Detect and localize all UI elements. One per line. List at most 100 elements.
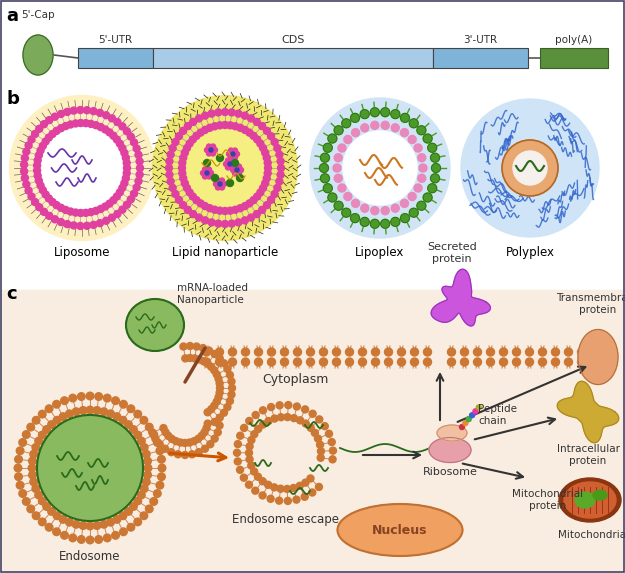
Circle shape — [381, 121, 389, 129]
Circle shape — [297, 417, 304, 424]
Circle shape — [206, 205, 213, 211]
Circle shape — [419, 164, 427, 172]
Ellipse shape — [338, 504, 462, 556]
Circle shape — [231, 152, 235, 156]
Circle shape — [205, 171, 209, 175]
Circle shape — [78, 536, 85, 543]
Circle shape — [228, 162, 232, 166]
Circle shape — [604, 348, 611, 356]
Circle shape — [391, 109, 400, 119]
Circle shape — [102, 112, 109, 119]
Circle shape — [199, 344, 206, 352]
Circle shape — [417, 201, 426, 210]
Circle shape — [231, 167, 236, 172]
Circle shape — [216, 380, 223, 387]
Circle shape — [202, 174, 208, 179]
Circle shape — [21, 155, 28, 162]
Circle shape — [564, 348, 572, 356]
Circle shape — [16, 394, 164, 542]
Circle shape — [28, 193, 35, 200]
Circle shape — [214, 429, 221, 436]
Circle shape — [253, 211, 260, 218]
Circle shape — [150, 431, 158, 438]
Circle shape — [306, 348, 314, 356]
Circle shape — [334, 201, 343, 210]
Circle shape — [246, 443, 253, 450]
Circle shape — [112, 532, 119, 539]
Circle shape — [136, 158, 143, 165]
Circle shape — [342, 119, 351, 128]
Circle shape — [424, 358, 431, 366]
Circle shape — [526, 348, 534, 356]
Circle shape — [359, 348, 366, 356]
Circle shape — [21, 174, 28, 182]
Circle shape — [259, 492, 266, 499]
Circle shape — [578, 358, 586, 366]
Circle shape — [35, 437, 42, 445]
Circle shape — [398, 358, 406, 366]
Circle shape — [211, 123, 218, 129]
Circle shape — [176, 197, 182, 203]
Circle shape — [218, 182, 222, 186]
Circle shape — [207, 441, 214, 448]
Circle shape — [321, 153, 329, 162]
Circle shape — [317, 454, 324, 461]
Circle shape — [211, 151, 216, 156]
Circle shape — [371, 358, 379, 366]
Circle shape — [263, 175, 270, 182]
Circle shape — [214, 182, 219, 186]
Text: mRNA-loaded
Nanoparticle: mRNA-loaded Nanoparticle — [177, 283, 248, 305]
Circle shape — [179, 164, 186, 171]
Circle shape — [391, 217, 400, 226]
Circle shape — [206, 167, 211, 172]
Circle shape — [294, 358, 301, 366]
Circle shape — [234, 151, 239, 156]
Circle shape — [158, 464, 166, 472]
Circle shape — [102, 203, 109, 210]
Circle shape — [190, 211, 197, 218]
Circle shape — [351, 113, 359, 123]
Circle shape — [202, 348, 211, 356]
Circle shape — [211, 402, 217, 409]
Circle shape — [37, 182, 44, 189]
Circle shape — [134, 431, 141, 439]
Circle shape — [201, 127, 209, 134]
Text: Lipid nanoparticle: Lipid nanoparticle — [172, 246, 278, 259]
Circle shape — [119, 123, 126, 130]
Circle shape — [135, 178, 142, 185]
Text: Polyplex: Polyplex — [506, 246, 554, 259]
Circle shape — [154, 490, 161, 497]
Circle shape — [204, 159, 211, 167]
Circle shape — [213, 147, 218, 152]
Circle shape — [241, 348, 249, 356]
Circle shape — [186, 189, 193, 196]
Circle shape — [326, 430, 332, 437]
Circle shape — [428, 184, 437, 193]
Circle shape — [360, 109, 369, 119]
Circle shape — [302, 479, 309, 486]
Circle shape — [239, 167, 244, 172]
Circle shape — [248, 462, 255, 469]
Circle shape — [34, 172, 41, 179]
Text: Lipoplex: Lipoplex — [355, 246, 405, 259]
Circle shape — [291, 415, 298, 422]
Circle shape — [28, 464, 36, 472]
Circle shape — [34, 157, 41, 164]
Circle shape — [502, 140, 558, 196]
Circle shape — [109, 214, 116, 221]
Circle shape — [127, 133, 134, 140]
Circle shape — [119, 417, 127, 424]
Circle shape — [551, 348, 559, 356]
Circle shape — [263, 127, 271, 134]
Circle shape — [32, 485, 39, 492]
Circle shape — [69, 394, 77, 402]
Circle shape — [179, 202, 187, 209]
Circle shape — [234, 449, 241, 456]
Text: Mitochondria: Mitochondria — [558, 530, 625, 540]
Circle shape — [48, 421, 56, 429]
Circle shape — [259, 185, 267, 191]
Circle shape — [284, 485, 291, 492]
Circle shape — [215, 109, 222, 116]
Circle shape — [69, 534, 77, 541]
Circle shape — [268, 358, 276, 366]
